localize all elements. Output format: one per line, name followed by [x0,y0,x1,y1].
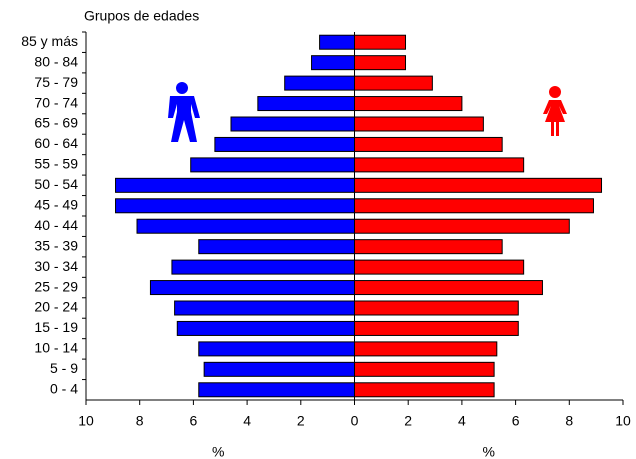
y-tick-label: 15 - 19 [34,319,78,335]
y-tick-label: 75 - 79 [34,74,78,90]
bar [311,55,356,71]
bar [354,361,495,377]
x-tick-label: 0 [351,413,359,429]
y-tick-label: 0 - 4 [50,380,78,396]
y-tick-label: 60 - 64 [34,135,78,151]
y-tick-label: 85 y más [21,33,78,49]
bar [136,218,355,234]
bar [354,280,543,296]
x-axis-label: % [483,444,495,459]
x-tick-label: 8 [136,413,144,429]
x-tick-label: 2 [297,413,305,429]
y-tick-label: 10 - 14 [34,340,78,356]
bar [354,259,525,275]
female-icon [543,86,567,136]
x-tick-label: 6 [512,413,520,429]
y-tick-label: 5 - 9 [50,360,78,376]
x-tick-label: 10 [78,413,94,429]
bar [354,382,495,398]
x-tick-label: 4 [458,413,466,429]
bar [230,116,356,132]
bar [115,177,355,193]
bar [198,341,355,357]
y-tick-label: 50 - 54 [34,176,78,192]
y-axis-label: Grupos de edades [84,8,199,24]
bar [354,239,503,255]
bar [354,320,519,336]
bar [354,55,407,71]
y-tick-label: 40 - 44 [34,217,78,233]
bar [354,34,407,50]
bar [176,320,355,336]
bar [198,239,355,255]
bar [174,300,355,316]
bar [203,361,355,377]
x-tick-label: 4 [243,413,251,429]
x-tick-label: 6 [190,413,198,429]
x-axis-label: % [212,444,224,459]
bar [354,75,433,91]
bar [115,198,355,214]
bar [190,157,355,173]
bar [354,96,463,112]
bar [354,198,594,214]
bar [284,75,355,91]
y-tick-label: 20 - 24 [34,299,78,315]
y-tick-label: 70 - 74 [34,94,78,110]
y-tick-label: 25 - 29 [34,278,78,294]
y-tick-label: 65 - 69 [34,115,78,131]
y-tick-label: 45 - 49 [34,196,78,212]
bar [354,157,525,173]
bar [319,34,355,50]
y-tick-label: 35 - 39 [34,237,78,253]
bar [354,136,503,152]
y-tick-label: 30 - 34 [34,258,78,274]
x-tick-label: 8 [565,413,573,429]
bar [171,259,355,275]
x-tick-label: 10 [615,413,631,429]
bar [354,341,498,357]
bar [257,96,355,112]
bar [354,218,570,234]
x-tick-label: 2 [404,413,412,429]
y-tick-label: 80 - 84 [34,53,78,69]
bar [198,382,355,398]
bar [354,300,519,316]
y-tick-label: 55 - 59 [34,156,78,172]
bar [149,280,355,296]
bar [354,116,484,132]
bar [214,136,355,152]
bar [354,177,603,193]
male-icon [168,82,200,142]
